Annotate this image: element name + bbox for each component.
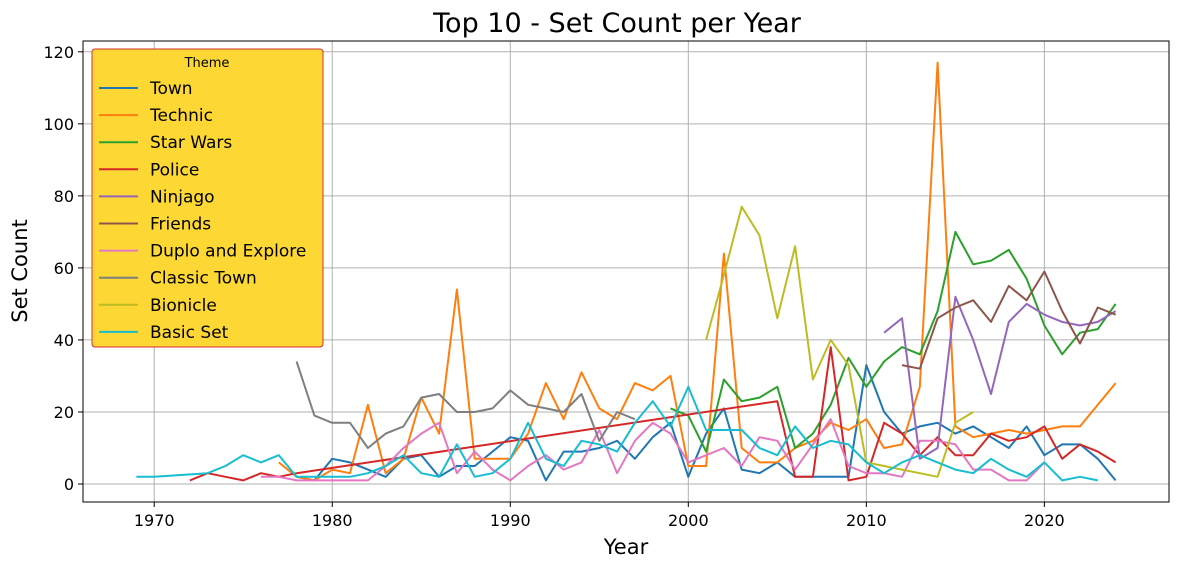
x-tick-label: 1980	[312, 511, 353, 530]
series-line-basic-set	[136, 385, 1098, 482]
series-line-police	[189, 346, 1117, 482]
legend-label-star-wars: Star Wars	[150, 133, 232, 153]
y-tick-label: 120	[43, 43, 74, 62]
x-axis-label: Year	[603, 535, 649, 559]
legend-items: Town Technic Star Wars Police Ninjago Friends…	[99, 79, 306, 343]
chart-title: Top 10 - Set Count per Year	[432, 8, 802, 39]
y-tick-label: 100	[43, 115, 74, 134]
legend-label-town: Town	[149, 79, 193, 99]
legend-label-basic-set: Basic Set	[150, 323, 229, 343]
y-tick-label: 60	[54, 259, 74, 278]
legend-label-friends: Friends	[150, 215, 211, 235]
y-axis-ticks: 0 20 40 60 80 100 120	[43, 43, 83, 494]
y-tick-label: 80	[54, 187, 74, 206]
series-line-technic	[278, 61, 1117, 482]
legend-box	[91, 48, 324, 348]
legend-label-classic-town: Classic Town	[150, 269, 257, 289]
legend-title: Theme	[184, 56, 230, 71]
series-line-duplo-and-explore	[261, 418, 1046, 482]
x-tick-label: 2010	[846, 511, 887, 530]
series-line-town	[296, 364, 1117, 482]
x-tick-label: 1970	[134, 511, 175, 530]
legend-label-ninjago: Ninjago	[150, 187, 215, 207]
legend: Theme Town Technic Star Wars Police Ninjago F…	[91, 48, 324, 348]
legend-label-police: Police	[150, 160, 199, 180]
legend-label-duplo-and-explore: Duplo and Explore	[150, 242, 306, 262]
series-lines	[136, 61, 1117, 482]
x-axis-ticks: 1970 1980 1990 2000 2010 2020	[134, 502, 1065, 530]
legend-label-technic: Technic	[149, 106, 213, 126]
x-tick-label: 2000	[668, 511, 709, 530]
y-tick-label: 40	[54, 331, 74, 350]
y-tick-label: 20	[54, 403, 74, 422]
series-line-classic-town	[295, 361, 636, 449]
series-line-friends	[901, 270, 1116, 370]
y-tick-label: 0	[64, 475, 74, 494]
plot-frame	[82, 40, 1170, 503]
series-line-star-wars	[670, 230, 1117, 453]
x-tick-label: 1990	[490, 511, 531, 530]
y-axis-label: Set Count	[8, 219, 32, 323]
series-line-bionicle	[705, 205, 974, 478]
x-tick-label: 2020	[1024, 511, 1065, 530]
legend-label-bionicle: Bionicle	[150, 296, 217, 316]
